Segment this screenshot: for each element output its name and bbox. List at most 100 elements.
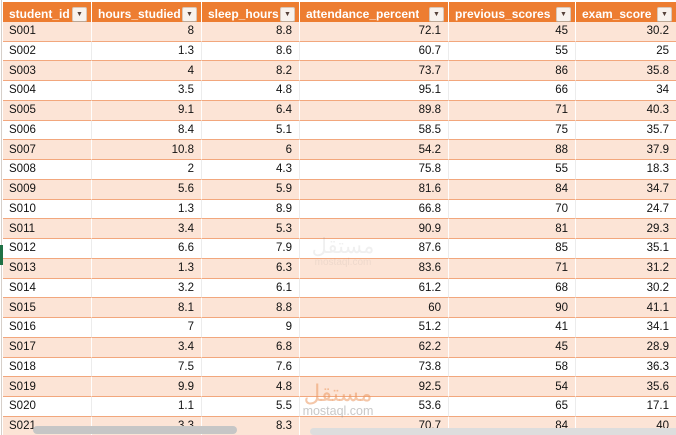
cell-student-id[interactable]: S016	[3, 318, 92, 338]
cell-student-id[interactable]: S020	[3, 397, 92, 417]
cell-exam_score[interactable]: 25	[576, 41, 676, 62]
cell-student-id[interactable]: S017	[3, 337, 92, 358]
cell-student-id[interactable]: S003	[3, 61, 92, 81]
cell-hours_studied[interactable]: 3.2	[92, 278, 202, 299]
cell-student-id[interactable]: S009	[3, 179, 92, 200]
cell-hours_studied[interactable]: 1.3	[92, 258, 202, 279]
filter-dropdown-icon[interactable]: ▼	[182, 6, 197, 22]
cell-hours_studied[interactable]: 1.3	[92, 199, 202, 220]
cell-attendance_percent[interactable]: 75.8	[300, 160, 449, 180]
cell-sleep_hours[interactable]: 9	[202, 318, 300, 338]
cell-student-id[interactable]: S002	[3, 41, 92, 62]
cell-attendance_percent[interactable]: 81.6	[300, 179, 449, 200]
cell-sleep_hours[interactable]: 8.6	[202, 41, 300, 62]
cell-sleep_hours[interactable]: 7.9	[202, 239, 300, 259]
cell-exam_score[interactable]: 36.3	[576, 357, 676, 378]
cell-exam_score[interactable]: 18.3	[576, 160, 676, 180]
cell-attendance_percent[interactable]: 72.1	[300, 21, 449, 42]
cell-student-id[interactable]: S007	[3, 140, 92, 160]
cell-student-id[interactable]: S006	[3, 120, 92, 141]
cell-student-id[interactable]: S012	[3, 239, 92, 259]
cell-attendance_percent[interactable]: 87.6	[300, 239, 449, 259]
scrollbar-track[interactable]	[310, 428, 676, 435]
cell-hours_studied[interactable]: 7	[92, 318, 202, 338]
cell-exam_score[interactable]: 28.9	[576, 337, 676, 358]
cell-attendance_percent[interactable]: 61.2	[300, 278, 449, 299]
cell-hours_studied[interactable]: 8.1	[92, 298, 202, 318]
cell-sleep_hours[interactable]: 8.2	[202, 61, 300, 81]
cell-hours_studied[interactable]: 9.1	[92, 100, 202, 121]
cell-student-id[interactable]: S019	[3, 377, 92, 397]
cell-exam_score[interactable]: 35.7	[576, 120, 676, 141]
cell-exam_score[interactable]: 34.1	[576, 318, 676, 338]
cell-sleep_hours[interactable]: 5.5	[202, 397, 300, 417]
cell-previous_scores[interactable]: 41	[449, 318, 576, 338]
cell-attendance_percent[interactable]: 60	[300, 298, 449, 318]
cell-sleep_hours[interactable]: 4.8	[202, 377, 300, 397]
cell-attendance_percent[interactable]: 54.2	[300, 140, 449, 160]
cell-attendance_percent[interactable]: 60.7	[300, 41, 449, 62]
cell-attendance_percent[interactable]: 92.5	[300, 377, 449, 397]
filter-dropdown-icon[interactable]: ▼	[280, 6, 295, 22]
cell-sleep_hours[interactable]: 7.6	[202, 357, 300, 378]
cell-attendance_percent[interactable]: 51.2	[300, 318, 449, 338]
cell-exam_score[interactable]: 24.7	[576, 199, 676, 220]
cell-sleep_hours[interactable]: 6.1	[202, 278, 300, 299]
cell-attendance_percent[interactable]: 89.8	[300, 100, 449, 121]
cell-hours_studied[interactable]: 1.1	[92, 397, 202, 417]
cell-previous_scores[interactable]: 71	[449, 258, 576, 279]
cell-sleep_hours[interactable]: 8.8	[202, 298, 300, 318]
cell-attendance_percent[interactable]: 62.2	[300, 337, 449, 358]
cell-previous_scores[interactable]: 84	[449, 179, 576, 200]
cell-sleep_hours[interactable]: 6.3	[202, 258, 300, 279]
cell-hours_studied[interactable]: 8.4	[92, 120, 202, 141]
cell-attendance_percent[interactable]: 95.1	[300, 81, 449, 101]
cell-sleep_hours[interactable]: 5.1	[202, 120, 300, 141]
cell-sleep_hours[interactable]: 4.3	[202, 160, 300, 180]
cell-hours_studied[interactable]: 1.3	[92, 41, 202, 62]
cell-student-id[interactable]: S018	[3, 357, 92, 378]
cell-attendance_percent[interactable]: 73.8	[300, 357, 449, 378]
cell-previous_scores[interactable]: 70	[449, 199, 576, 220]
filter-dropdown-icon[interactable]: ▼	[657, 6, 672, 22]
cell-previous_scores[interactable]: 86	[449, 61, 576, 81]
cell-student-id[interactable]: S013	[3, 258, 92, 279]
cell-student-id[interactable]: S008	[3, 160, 92, 180]
cell-previous_scores[interactable]: 75	[449, 120, 576, 141]
cell-attendance_percent[interactable]: 53.6	[300, 397, 449, 417]
column-header-hours_studied[interactable]: hours_studied ▼	[92, 2, 202, 28]
cell-previous_scores[interactable]: 68	[449, 278, 576, 299]
cell-sleep_hours[interactable]: 6	[202, 140, 300, 160]
cell-exam_score[interactable]: 29.3	[576, 219, 676, 239]
cell-student-id[interactable]: S015	[3, 298, 92, 318]
cell-attendance_percent[interactable]: 90.9	[300, 219, 449, 239]
cell-previous_scores[interactable]: 66	[449, 81, 576, 101]
cell-hours_studied[interactable]: 10.8	[92, 140, 202, 160]
cell-previous_scores[interactable]: 58	[449, 357, 576, 378]
cell-attendance_percent[interactable]: 66.8	[300, 199, 449, 220]
cell-exam_score[interactable]: 34	[576, 81, 676, 101]
cell-sleep_hours[interactable]: 5.3	[202, 219, 300, 239]
cell-previous_scores[interactable]: 45	[449, 337, 576, 358]
cell-hours_studied[interactable]: 2	[92, 160, 202, 180]
cell-sleep_hours[interactable]: 5.9	[202, 179, 300, 200]
cell-hours_studied[interactable]: 9.9	[92, 377, 202, 397]
filter-dropdown-icon[interactable]: ▼	[429, 6, 444, 22]
cell-student-id[interactable]: S004	[3, 81, 92, 101]
cell-previous_scores[interactable]: 71	[449, 100, 576, 121]
cell-hours_studied[interactable]: 3.5	[92, 81, 202, 101]
cell-sleep_hours[interactable]: 8.8	[202, 21, 300, 42]
cell-exam_score[interactable]: 37.9	[576, 140, 676, 160]
cell-hours_studied[interactable]: 4	[92, 61, 202, 81]
cell-previous_scores[interactable]: 81	[449, 219, 576, 239]
filter-dropdown-icon[interactable]: ▼	[556, 6, 571, 22]
cell-hours_studied[interactable]: 5.6	[92, 179, 202, 200]
cell-previous_scores[interactable]: 90	[449, 298, 576, 318]
cell-exam_score[interactable]: 35.8	[576, 61, 676, 81]
cell-exam_score[interactable]: 17.1	[576, 397, 676, 417]
cell-exam_score[interactable]: 41.1	[576, 298, 676, 318]
cell-attendance_percent[interactable]: 73.7	[300, 61, 449, 81]
cell-hours_studied[interactable]: 8	[92, 21, 202, 42]
cell-exam_score[interactable]: 35.1	[576, 239, 676, 259]
scrollbar-thumb[interactable]	[33, 426, 237, 434]
